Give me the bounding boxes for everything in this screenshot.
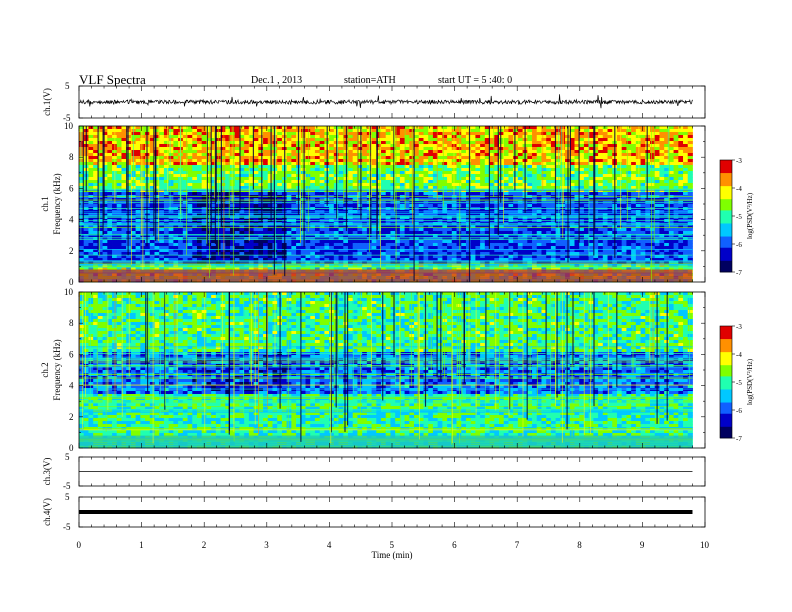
colorbar-tick-label: -4 xyxy=(736,351,742,359)
spectrogram-image xyxy=(79,292,693,449)
colorbar-tick-label: -7 xyxy=(736,435,742,443)
y-tick-label: 4 xyxy=(69,215,74,225)
y-axis-label: ch.4(V) xyxy=(42,498,52,526)
y-axis-label-channel: ch.2 xyxy=(40,362,50,377)
x-tick-label: 8 xyxy=(577,540,582,550)
colorbar-tick-label: -3 xyxy=(736,157,742,165)
x-tick-label: 2 xyxy=(202,540,207,550)
colorbar-tick-label: -5 xyxy=(736,379,742,387)
x-tick-label: 6 xyxy=(452,540,457,550)
spectrogram-image xyxy=(79,126,693,283)
figure-title: VLF Spectra xyxy=(79,72,146,87)
colorbar-tick-label: -6 xyxy=(736,241,742,249)
x-tick-label: 0 xyxy=(77,540,82,550)
y-tick-label: -5 xyxy=(63,113,71,123)
y-tick-label: 0 xyxy=(69,443,74,453)
date-label: Dec.1 , 2013 xyxy=(251,75,303,86)
y-tick-label: 5 xyxy=(65,452,70,462)
y-tick-label: -5 xyxy=(63,522,71,532)
colorbar-label: log(PSD(V²/Hz) xyxy=(746,358,754,405)
x-tick-label: 7 xyxy=(515,540,520,550)
colorbar-label: log(PSD(V²/Hz) xyxy=(746,192,754,239)
station-label: station=ATH xyxy=(344,75,396,86)
x-tick-label: 10 xyxy=(700,540,710,550)
y-tick-label: 10 xyxy=(64,287,74,297)
y-axis-label: ch.1(V) xyxy=(42,88,52,116)
y-tick-label: 4 xyxy=(69,381,74,391)
y-tick-label: -5 xyxy=(63,481,71,491)
y-tick-label: 6 xyxy=(69,183,74,193)
colorbar-tick-label: -4 xyxy=(736,185,742,193)
colorbar-tick-label: -5 xyxy=(736,213,742,221)
y-axis-label: ch.3(V) xyxy=(42,458,52,486)
y-axis-label-channel: ch.1 xyxy=(40,196,50,211)
y-axis-label-frequency: Frequency (kHz) xyxy=(52,173,62,234)
y-tick-label: 2 xyxy=(69,412,74,422)
colorbar-tick-label: -7 xyxy=(736,269,742,277)
colorbar xyxy=(720,160,732,273)
x-tick-label: 4 xyxy=(327,540,332,550)
y-tick-label: 2 xyxy=(69,246,74,256)
y-tick-label: 5 xyxy=(65,492,70,502)
start-ut-label: start UT = 5 :40: 0 xyxy=(438,75,513,86)
waveform-trace xyxy=(78,94,693,109)
y-tick-label: 10 xyxy=(64,121,74,131)
waveform-trace xyxy=(79,510,693,514)
x-tick-label: 9 xyxy=(640,540,645,550)
colorbar xyxy=(720,326,732,439)
x-tick-label: 1 xyxy=(139,540,144,550)
y-tick-label: 6 xyxy=(69,349,74,359)
y-tick-label: 0 xyxy=(69,277,74,287)
x-tick-label: 5 xyxy=(390,540,395,550)
x-axis-label: Time (min) xyxy=(372,550,413,560)
y-axis-label-frequency: Frequency (kHz) xyxy=(52,339,62,400)
y-tick-label: 5 xyxy=(65,81,70,91)
x-tick-label: 3 xyxy=(264,540,269,550)
colorbar-tick-label: -6 xyxy=(736,407,742,415)
colorbar-tick-label: -3 xyxy=(736,323,742,331)
y-tick-label: 8 xyxy=(69,152,74,162)
y-tick-label: 8 xyxy=(69,318,74,328)
